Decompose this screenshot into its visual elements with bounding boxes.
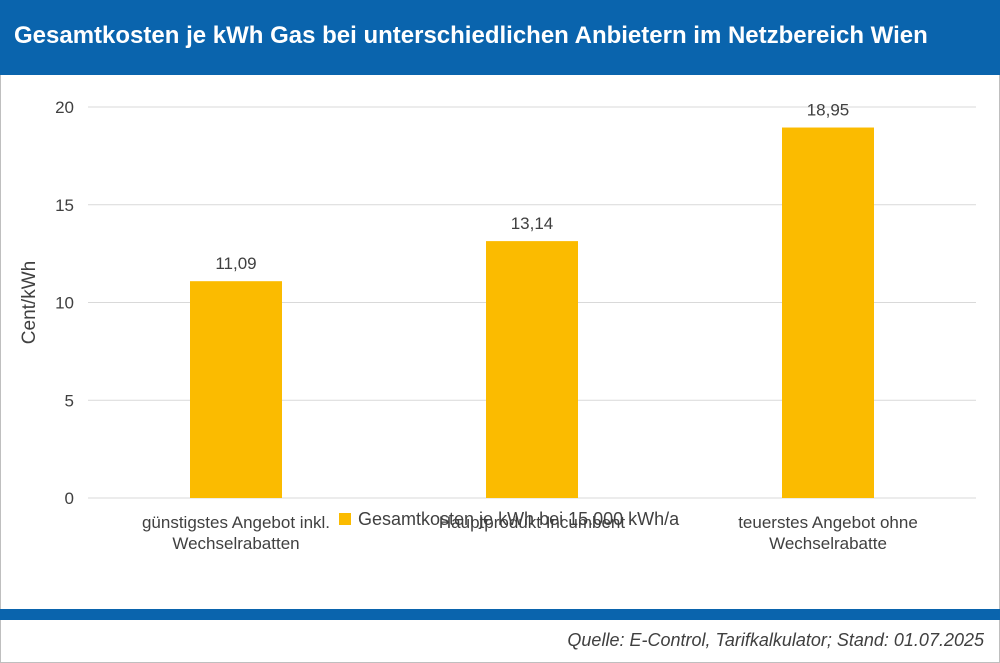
footer-bar xyxy=(0,609,1000,620)
bar xyxy=(190,281,282,498)
y-axis-label: Cent/kWh xyxy=(19,261,40,344)
chart-title: Gesamtkosten je kWh Gas bei unterschiedl… xyxy=(14,22,928,49)
x-tick-label: Wechselrabatten xyxy=(172,534,299,553)
x-tick-label: Hauptprodukt Incumbent xyxy=(439,513,625,532)
x-tick-label: Wechselrabatte xyxy=(769,534,887,553)
data-label: 11,09 xyxy=(215,254,256,273)
source-note: Quelle: E-Control, Tarifkalkulator; Stan… xyxy=(567,630,984,650)
chart-header: Gesamtkosten je kWh Gas bei unterschiedl… xyxy=(0,0,1000,75)
y-tick-label: 10 xyxy=(55,294,74,313)
bar xyxy=(486,241,578,498)
bar-chart: 0 5 10 15 20 Cent/kWh 11,09 günstigstes Angebot… xyxy=(19,98,976,553)
legend-swatch xyxy=(339,513,351,525)
legend-label: Gesamtkosten je kWh bei 15.000 kWh/a xyxy=(358,509,680,529)
bar xyxy=(782,127,874,498)
y-tick-label: 0 xyxy=(65,489,74,508)
y-tick-label: 5 xyxy=(65,391,74,410)
data-label: 18,95 xyxy=(807,101,850,120)
y-tick-label: 20 xyxy=(55,98,74,117)
y-tick-label: 15 xyxy=(55,196,74,215)
x-tick-label: teuerstes Angebot ohne xyxy=(738,513,918,532)
x-tick-label: günstigstes Angebot inkl. xyxy=(142,513,330,532)
data-label: 13,14 xyxy=(511,214,554,233)
